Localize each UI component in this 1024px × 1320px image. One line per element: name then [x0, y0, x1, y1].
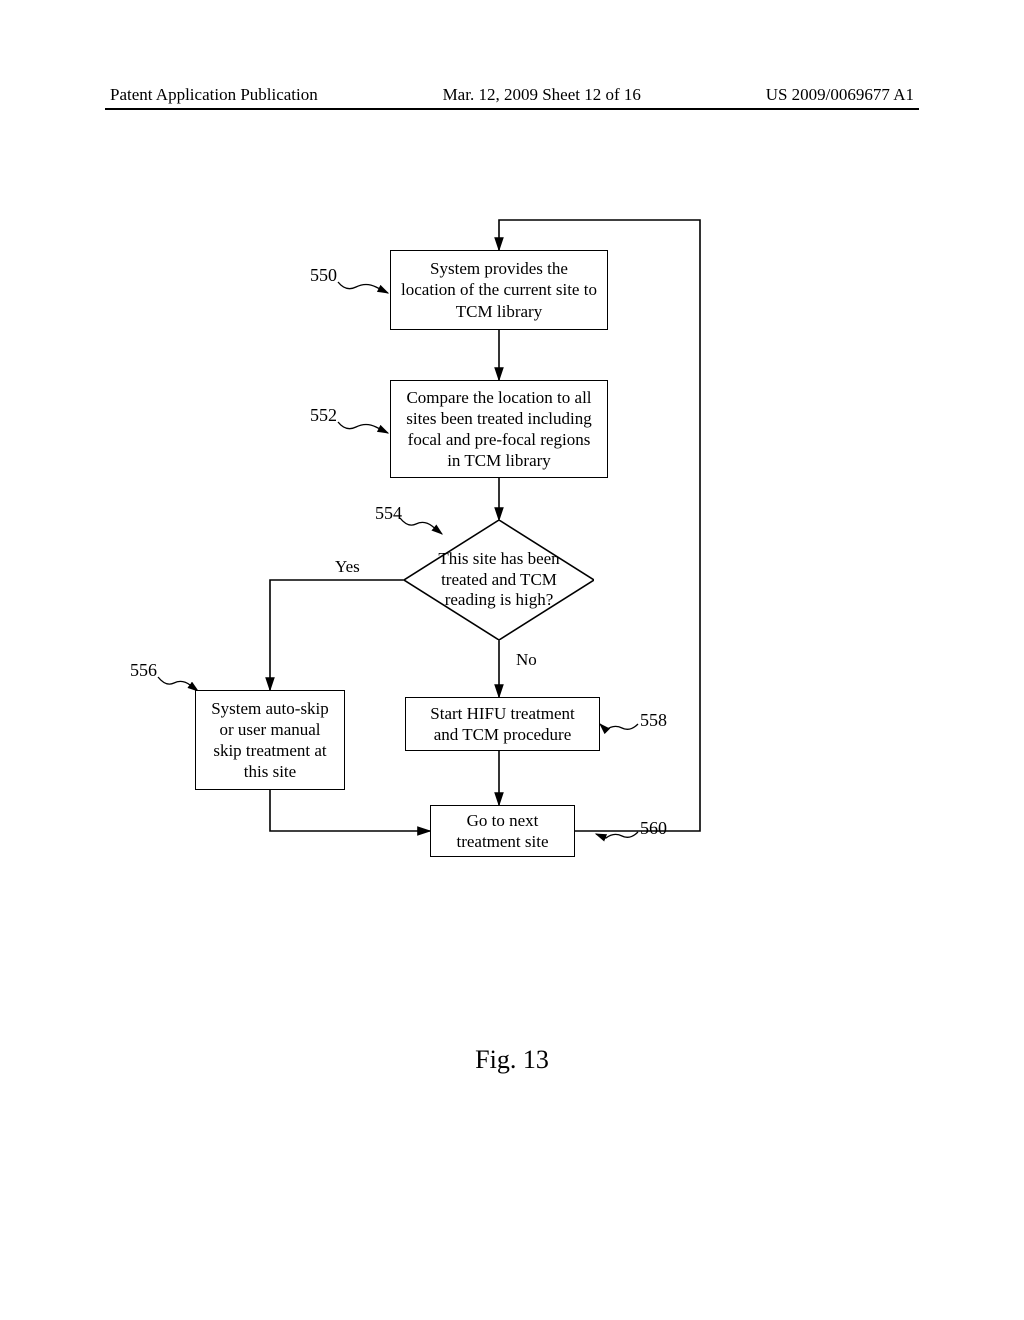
ref-554: 554 — [375, 503, 402, 524]
process-box-552: Compare the location to all sites been t… — [390, 380, 608, 478]
header-right: US 2009/0069677 A1 — [766, 85, 914, 105]
box-text: Start HIFU treatment and TCM procedure — [416, 703, 589, 746]
box-text: System auto-skip or user manual skip tre… — [206, 698, 334, 783]
box-text: System provides the location of the curr… — [401, 258, 597, 322]
header-rule — [105, 108, 919, 110]
ref-556: 556 — [130, 660, 157, 681]
ref-552: 552 — [310, 405, 337, 426]
process-box-560: Go to next treatment site — [430, 805, 575, 857]
header-center: Mar. 12, 2009 Sheet 12 of 16 — [443, 85, 641, 105]
decision-diamond-554: This site has been treated and TCM readi… — [404, 520, 594, 640]
ref-550: 550 — [310, 265, 337, 286]
box-text: Go to next treatment site — [441, 810, 564, 853]
ref-558: 558 — [640, 710, 667, 731]
process-box-558: Start HIFU treatment and TCM procedure — [405, 697, 600, 751]
ref-560: 560 — [640, 818, 667, 839]
figure-caption: Fig. 13 — [0, 1045, 1024, 1075]
diamond-text: This site has been treated and TCM readi… — [404, 520, 594, 640]
page-header: Patent Application Publication Mar. 12, … — [0, 85, 1024, 105]
process-box-550: System provides the location of the curr… — [390, 250, 608, 330]
box-text: Compare the location to all sites been t… — [401, 387, 597, 472]
process-box-556: System auto-skip or user manual skip tre… — [195, 690, 345, 790]
edge-label-yes: Yes — [335, 557, 360, 577]
flowchart-diagram: System provides the location of the curr… — [0, 200, 1024, 1000]
header-left: Patent Application Publication — [110, 85, 318, 105]
edge-label-no: No — [516, 650, 537, 670]
